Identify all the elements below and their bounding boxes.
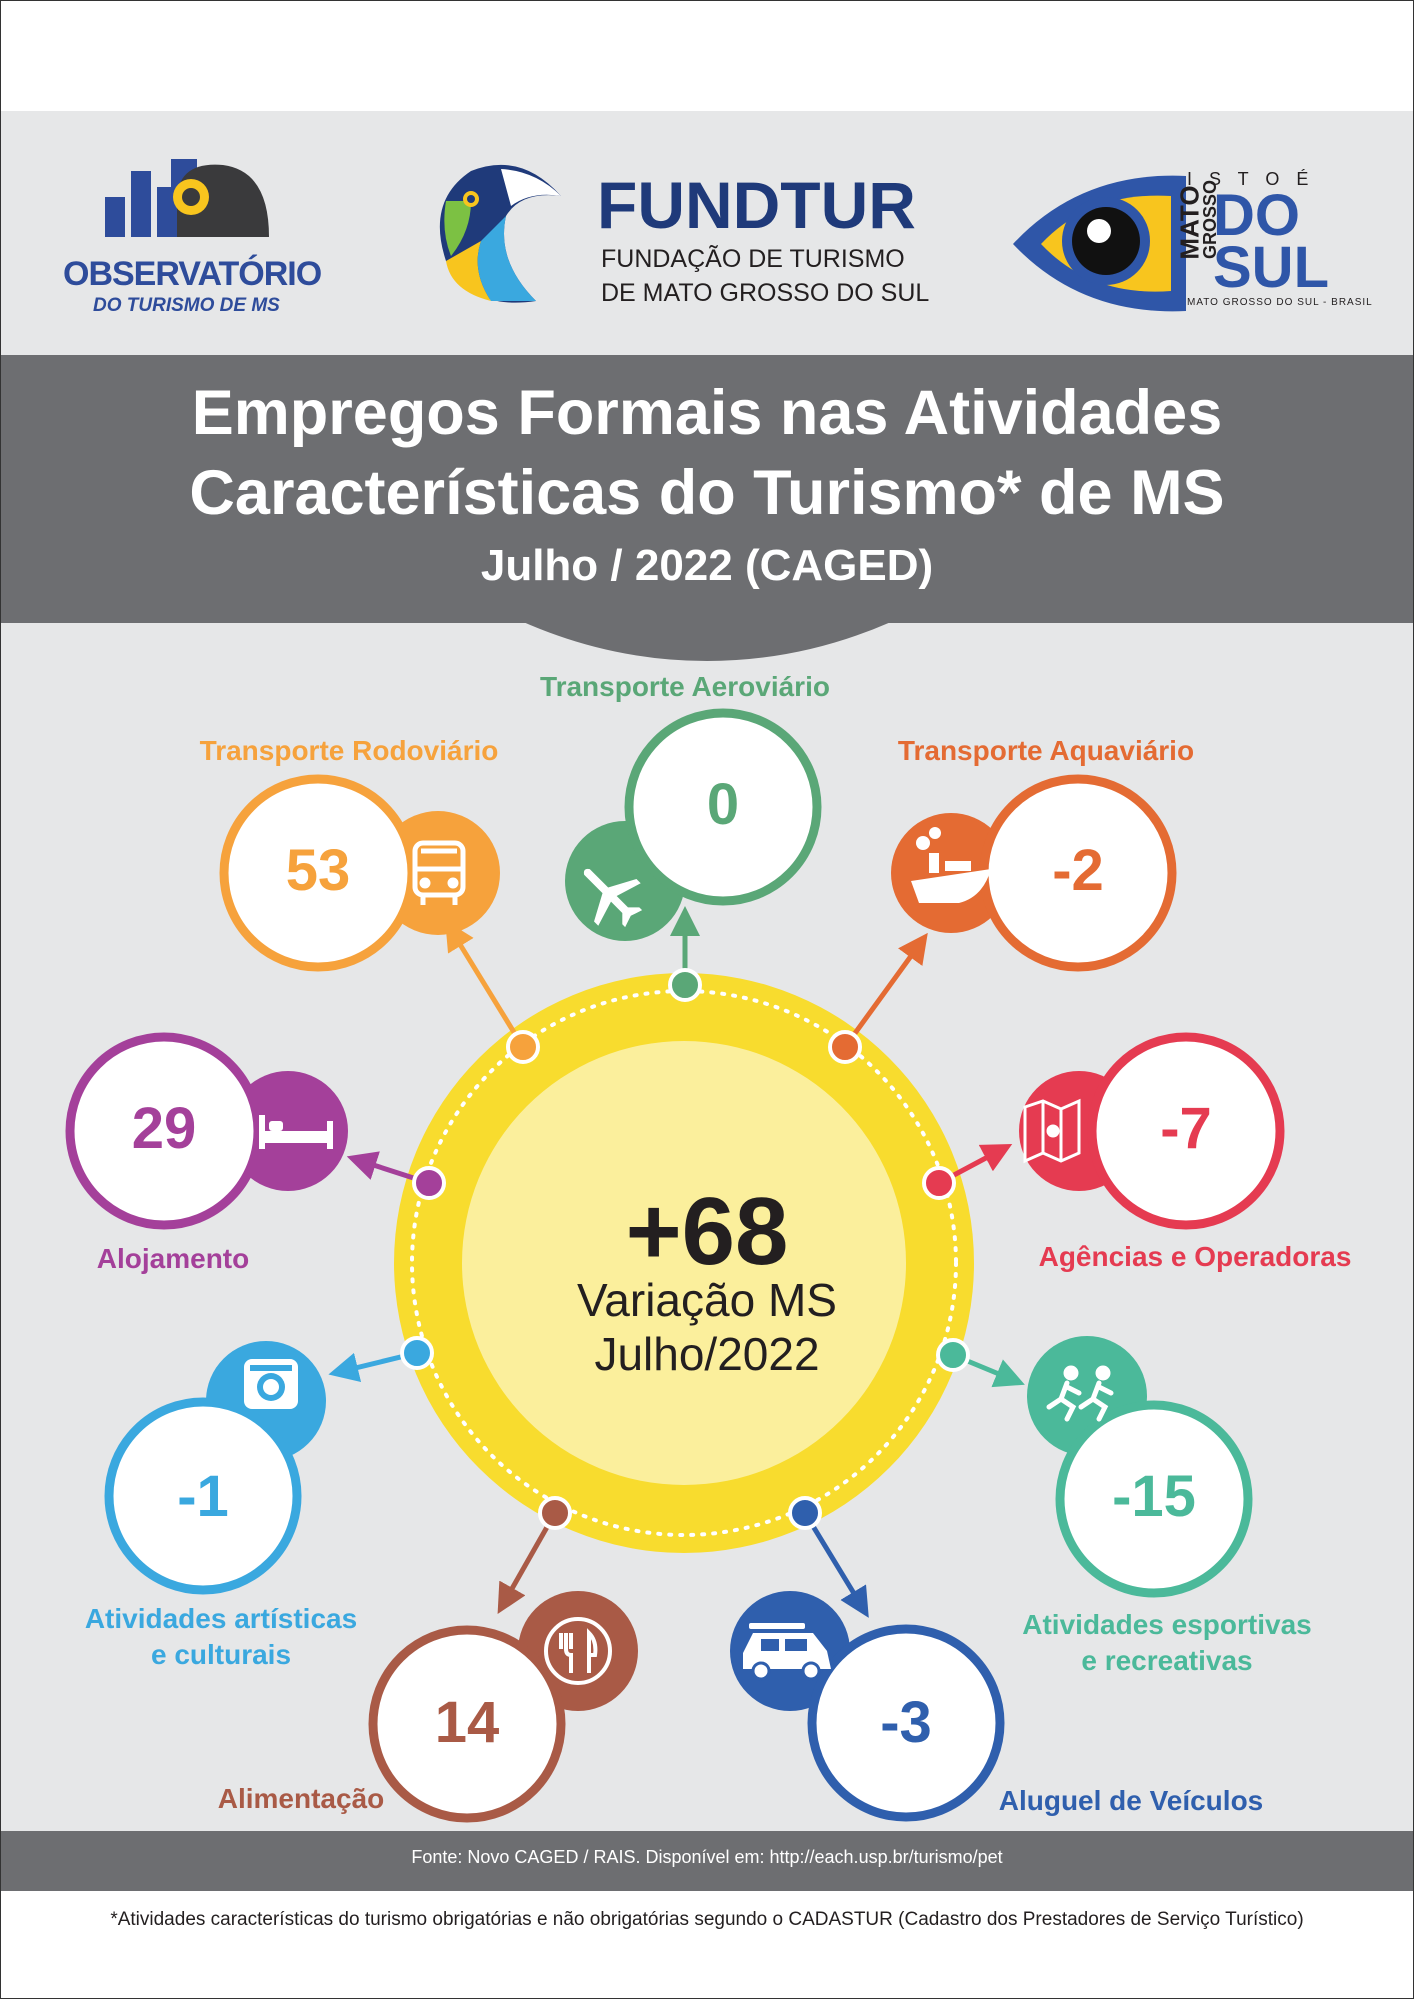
node-alimentacao	[368, 1591, 638, 1823]
center-label-line-2: Julho/2022	[594, 1328, 820, 1380]
node-transporte-aeroviario	[565, 708, 822, 941]
value-transporte-aeroviario: 0	[706, 772, 740, 837]
camera-icon	[244, 1359, 298, 1409]
title-line-2: Características do Turismo* de MS	[189, 458, 1225, 528]
center-total-value: +68	[625, 1178, 789, 1285]
observatorio-name: OBSERVATÓRIO	[63, 255, 322, 293]
observatorio-logo	[105, 159, 269, 237]
label-aluguel-veiculos: Aluguel de Veículos	[998, 1785, 1264, 1816]
ms-footer: MATO GROSSO DO SUL - BRASIL	[1187, 297, 1373, 308]
center-label-line-1: Variação MS	[577, 1274, 837, 1326]
node-alojamento	[65, 1032, 348, 1230]
label-atividades-artisticas-2: e culturais	[150, 1639, 292, 1670]
node-atividades-esportivas	[1027, 1336, 1253, 1598]
airplane-icon	[583, 868, 643, 928]
value-transporte-rodoviario: 53	[285, 838, 351, 903]
source-text: Fonte: Novo CAGED / RAIS. Disponível em:…	[411, 1847, 1003, 1867]
bus-icon	[412, 840, 466, 905]
node-transporte-aquaviario	[891, 774, 1177, 972]
connector-dots	[400, 968, 970, 1530]
value-agencias-operadoras: -7	[1160, 1096, 1212, 1161]
label-transporte-aeroviario: Transporte Aeroviário	[540, 671, 830, 702]
running-icon	[1046, 1365, 1114, 1422]
value-aluguel-veiculos: -3	[880, 1690, 932, 1755]
node-aluguel-veiculos	[730, 1591, 1005, 1822]
footnote-text: *Atividades características do turismo o…	[110, 1909, 1304, 1930]
node-atividades-artisticas	[104, 1341, 326, 1595]
label-transporte-aquaviario: Transporte Aquaviário	[897, 735, 1195, 766]
title-subtitle: Julho / 2022 (CAGED)	[480, 541, 934, 590]
ms-eye-logo	[1013, 175, 1186, 312]
ship-icon	[911, 827, 991, 903]
label-atividades-esportivas-1: Atividades esportivas	[1022, 1609, 1312, 1640]
value-alimentacao: 14	[434, 1690, 500, 1755]
ms-do: DO	[1213, 183, 1300, 248]
source-footer	[1, 1831, 1413, 1891]
label-transporte-rodoviario: Transporte Rodoviário	[199, 735, 499, 766]
label-alimentacao: Alimentação	[217, 1783, 385, 1814]
value-atividades-esportivas: -15	[1112, 1464, 1196, 1529]
title-banner	[1, 355, 1413, 623]
fundtur-line1: FUNDAÇÃO DE TURISMO	[601, 245, 905, 273]
fork-knife-icon	[544, 1617, 612, 1685]
node-agencias-operadoras	[1019, 1032, 1285, 1230]
fundtur-name: FUNDTUR	[597, 168, 916, 242]
value-atividades-artisticas: -1	[177, 1464, 229, 1529]
fundtur-line2: DE MATO GROSSO DO SUL	[601, 279, 930, 307]
title-banner-tab	[521, 621, 893, 661]
fundtur-bird-logo	[439, 164, 561, 303]
label-agencias-operadoras: Agências e Operadoras	[1038, 1241, 1352, 1272]
label-atividades-artisticas-1: Atividades artísticas	[84, 1603, 358, 1634]
label-atividades-esportivas-2: e recreativas	[1081, 1645, 1253, 1676]
bed-icon	[259, 1115, 333, 1149]
car-icon	[743, 1623, 831, 1681]
value-alojamento: 29	[131, 1096, 197, 1161]
observatorio-subtitle: DO TURISMO DE MS	[93, 295, 280, 316]
center-circle	[394, 973, 974, 1553]
title-line-1: Empregos Formais nas Atividades	[191, 378, 1223, 448]
ms-isto-e: I S T O É	[1187, 169, 1315, 189]
label-alojamento: Alojamento	[96, 1243, 250, 1274]
value-transporte-aquaviario: -2	[1052, 838, 1104, 903]
node-transporte-rodoviario	[219, 774, 500, 972]
ms-sul: SUL	[1213, 235, 1329, 300]
map-icon	[1023, 1098, 1081, 1164]
